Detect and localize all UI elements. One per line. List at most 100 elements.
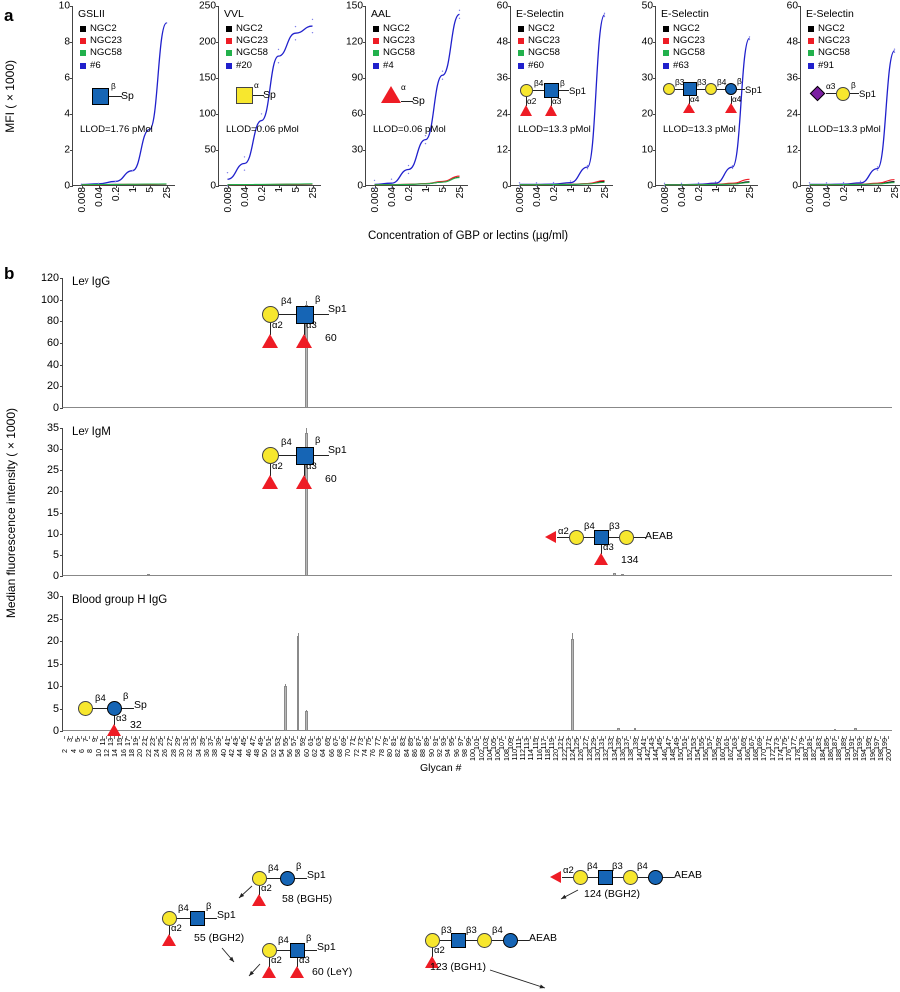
glycan-gal-circle-icon: [619, 530, 634, 545]
legend-swatch-icon: [518, 38, 524, 45]
glycan-beta-label: β: [737, 76, 742, 86]
data-point: [260, 113, 263, 115]
glycan-gal-circle-icon: [573, 870, 588, 885]
data-point: [714, 181, 717, 183]
panel-a-y-axis-label: MFI (×1000): [3, 60, 17, 133]
curve-group: [80, 22, 168, 186]
data-point: [663, 185, 666, 187]
x-tick-mark: [184, 736, 186, 739]
y-tick-label: 40: [46, 358, 59, 371]
x-tick-mark: [861, 185, 863, 188]
x-tick-mark: [717, 736, 718, 739]
glycan-fucose-triangle-icon: [725, 103, 737, 113]
x-tick-mark: [244, 185, 246, 188]
data-point: [808, 182, 811, 184]
x-tick-mark: [530, 736, 531, 739]
data-point: [226, 185, 229, 187]
panel-a-plot-4: 0 12 24 36 48 60 0.008 0.04 0.2 1 5 25 E-Selectin NGC…: [472, 1, 615, 213]
legend-item-NGC23: NGC23: [663, 35, 705, 47]
glycan-sp-label: Sp: [263, 89, 276, 101]
y-tick-mark: [60, 663, 63, 665]
x-tick-mark: [817, 736, 818, 739]
glycan-b3-label: β3: [612, 861, 623, 872]
data-point: [569, 180, 572, 182]
panel-b-subplot-2: 0 5 10 15 20 25 30 35 Leʸ IgM: [47, 422, 892, 582]
x-tick-mark: [505, 736, 506, 739]
glycan-glcnac-square-icon: [451, 933, 466, 948]
glycan-bond-line: [584, 537, 594, 539]
data-point: [311, 31, 314, 34]
x-tick-mark: [538, 736, 540, 739]
glycan-sp1-label: Sp1: [569, 86, 586, 97]
x-tick-mark: [309, 736, 311, 739]
plot-area: 0 12 24 36 48 60 0.008 0.04 0.2 1 5 25: [787, 1, 900, 213]
x-tick-mark: [301, 736, 302, 739]
data-point: [808, 185, 811, 187]
y-tick-label: 30: [351, 144, 363, 156]
legend-swatch-icon: [518, 26, 524, 33]
glycan-bond-line: [609, 537, 619, 539]
x-tick-label: 138: [626, 749, 636, 761]
glycan-bond-line: [401, 101, 413, 103]
glycan-b4-label: β4: [268, 863, 279, 874]
x-tick-mark: [883, 736, 885, 739]
legend-swatch-icon: [80, 50, 86, 57]
y-tick-mark: [60, 533, 63, 535]
error-bar: [305, 301, 307, 306]
y-tick-label: 36: [786, 72, 798, 84]
x-tick-mark: [488, 736, 490, 739]
y-tick-label: 60: [786, 0, 798, 12]
y-tick-label: 24: [786, 108, 798, 120]
x-tick-mark: [808, 736, 810, 739]
legend-item-NGC23: NGC23: [226, 35, 268, 47]
x-tick-mark: [101, 736, 103, 739]
y-tick-label: 50: [204, 144, 216, 156]
y-tick-mark: [653, 150, 656, 151]
y-tick-label: 0: [792, 180, 798, 192]
legend-swatch-icon: [518, 62, 524, 69]
x-tick-label: 0.04: [386, 187, 398, 207]
data-point: [748, 36, 751, 38]
legend-label: #91: [818, 59, 835, 71]
plot-area: 0 10 20 30 40 50 0.008 0.04 0.2 1 5 25: [642, 1, 758, 213]
llod-text: LLOD=13.3 pMol: [518, 124, 591, 135]
legend-item-NGC58: NGC58: [808, 47, 850, 59]
x-tick-mark: [201, 736, 203, 739]
y-tick-mark: [216, 114, 219, 115]
glycan-bond-line: [305, 950, 317, 952]
legend-item-NGC58: NGC58: [80, 47, 122, 59]
x-tick-mark: [509, 736, 510, 739]
legend-swatch-icon: [808, 26, 814, 33]
bar: [284, 685, 287, 730]
y-tick-label: 100: [199, 108, 216, 120]
glycan-bond-line: [270, 464, 272, 476]
x-tick-label: 0.2: [693, 187, 705, 202]
glycan-bond-line: [440, 940, 451, 942]
glycan-a2-label: α2: [171, 923, 182, 934]
x-tick-label: 57: [289, 738, 299, 746]
series-line-#4: [375, 14, 460, 184]
x-tick-mark: [109, 736, 111, 739]
x-tick-label: 51: [264, 738, 274, 746]
glycan-a3-label: α3: [116, 713, 127, 724]
x-tick-mark: [380, 736, 381, 739]
x-tick-label: 119: [547, 738, 557, 750]
x-tick-mark: [176, 736, 178, 739]
bar: [617, 727, 620, 730]
glycan-b4-label: β4: [637, 861, 648, 872]
x-tick-mark: [355, 736, 357, 739]
x-tick-mark: [205, 736, 207, 739]
x-tick-mark: [292, 736, 294, 739]
y-tick-mark: [60, 470, 63, 472]
bar: [305, 710, 308, 730]
glycan-b4-label: β4: [281, 296, 292, 307]
x-tick-label: 0.04: [676, 187, 688, 207]
x-tick-mark: [878, 185, 880, 188]
panel-b-y-axis-label: Median fluorescence intensity (×1000): [4, 408, 18, 619]
legend-item-#6: #6: [80, 60, 122, 72]
x-tick-mark: [230, 736, 232, 739]
x-tick-mark: [168, 736, 169, 739]
error-bar: [285, 683, 287, 686]
legend: NGC2 NGC23 NGC58 #6: [80, 23, 122, 72]
y-tick-mark: [798, 114, 801, 115]
